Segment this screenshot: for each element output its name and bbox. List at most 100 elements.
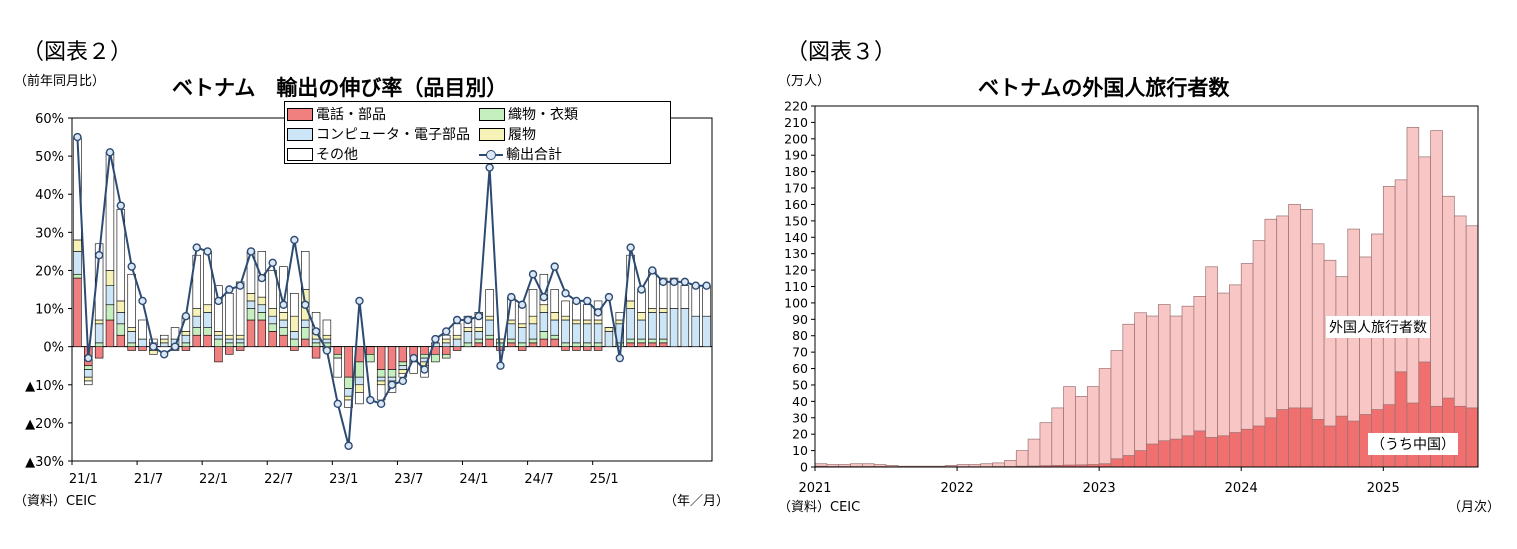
bar-shoes [463, 327, 473, 332]
bar-other [583, 304, 592, 321]
bar-shoes [149, 350, 158, 355]
total-point [702, 281, 711, 290]
right-y-tick-label: 60 [792, 361, 808, 376]
total-point [604, 292, 614, 302]
bar-shoes [658, 308, 668, 313]
bar-other [127, 273, 136, 328]
bar-other [290, 293, 299, 317]
bar-other [322, 319, 332, 336]
bar-phone [181, 346, 191, 351]
bar-computer [669, 308, 679, 347]
bar-phone [442, 346, 451, 355]
total-point [268, 258, 277, 268]
total-point [517, 300, 527, 309]
left-y-tick-label: 20% [35, 264, 64, 279]
bar-computer [159, 342, 169, 347]
right-y-tick-label: 40 [792, 394, 808, 409]
legend-item-computer: コンピュータ・電子部品 [287, 124, 470, 144]
bar-shoes [257, 296, 267, 306]
bar-total [1004, 460, 1017, 468]
bar-total [1015, 450, 1029, 468]
legend-swatch-phone [287, 107, 313, 121]
total-point [203, 247, 212, 256]
bar-shoes [105, 270, 115, 286]
bar-china [1169, 438, 1183, 468]
bar-china [1347, 420, 1360, 468]
total-point [431, 334, 440, 344]
bar-other [485, 289, 494, 317]
bar-other [301, 251, 310, 290]
total-point [246, 247, 256, 256]
bar-shoes [572, 319, 581, 325]
bar-computer [225, 338, 234, 344]
total-point [214, 296, 223, 306]
total-point [344, 441, 353, 450]
bar-total [1122, 323, 1136, 468]
bar-computer [235, 338, 245, 344]
left-x-tick-label: 24/1 [459, 472, 488, 487]
bar-phone [507, 342, 516, 347]
left-x-tick-label: 22/1 [199, 472, 228, 487]
bar-computer [214, 334, 223, 340]
bar-phone [550, 338, 559, 347]
bar-phone [572, 346, 581, 351]
bar-shoes [181, 331, 191, 336]
total-point [84, 353, 93, 363]
bar-phone [637, 342, 646, 347]
bar-total [1134, 312, 1147, 468]
bar-textile [366, 353, 375, 363]
bar-phone [105, 319, 115, 347]
bar-textile [344, 376, 353, 389]
right-x-tick-label: 2022 [941, 481, 974, 496]
bar-textile [583, 342, 592, 347]
bar-computer [452, 338, 462, 347]
bar-computer [474, 331, 483, 340]
bar-textile [181, 342, 191, 347]
legend-swatch-computer [287, 127, 313, 141]
bar-textile [572, 342, 581, 347]
bar-textile [442, 353, 451, 359]
bar-computer [572, 323, 581, 344]
bar-total [1051, 407, 1064, 468]
bar-computer [528, 323, 538, 340]
right-y-tick-label: 80 [792, 328, 808, 343]
bar-computer [442, 342, 451, 347]
total-point [116, 201, 126, 210]
bar-shoes [637, 312, 646, 321]
total-point [615, 353, 624, 363]
bar-shoes [550, 312, 559, 321]
bar-shoes [517, 323, 527, 328]
bar-china [1157, 440, 1171, 468]
left-y-tick-label: ▲20% [25, 417, 64, 432]
total-point [528, 270, 538, 279]
bar-computer [387, 376, 397, 382]
total-point [279, 300, 288, 309]
total-point [355, 296, 364, 306]
bar-computer [517, 327, 527, 344]
total-point [572, 296, 581, 306]
left-chart-svg: 60% 50% 40% 30% 20% 10% 0% ▲10% ▲20% ▲30% 21/1 21/7… [25, 112, 713, 487]
bar-total [1039, 422, 1053, 468]
bar-phone [528, 342, 538, 347]
bar-china [1264, 417, 1278, 468]
bar-computer [398, 365, 408, 370]
bar-textile [398, 361, 408, 367]
right-x-tick-label: 2021 [798, 481, 831, 496]
bar-phone [376, 346, 386, 370]
bar-other [528, 289, 538, 317]
legend-swatch-shoes [479, 127, 505, 141]
bar-other [452, 323, 462, 336]
bar-shoes [355, 384, 364, 393]
bar-phone [116, 334, 126, 347]
total-point [311, 327, 321, 336]
right-x-tick-label: 2024 [1225, 481, 1258, 496]
total-point [496, 361, 505, 370]
right-plot-frame [814, 105, 1479, 468]
bar-total [1027, 438, 1041, 468]
total-point [257, 273, 267, 283]
right-y-unit: （万人） [778, 74, 831, 89]
bar-other [355, 392, 364, 405]
bar-textile [279, 327, 288, 336]
total-point [138, 296, 147, 306]
bar-computer [257, 304, 267, 313]
